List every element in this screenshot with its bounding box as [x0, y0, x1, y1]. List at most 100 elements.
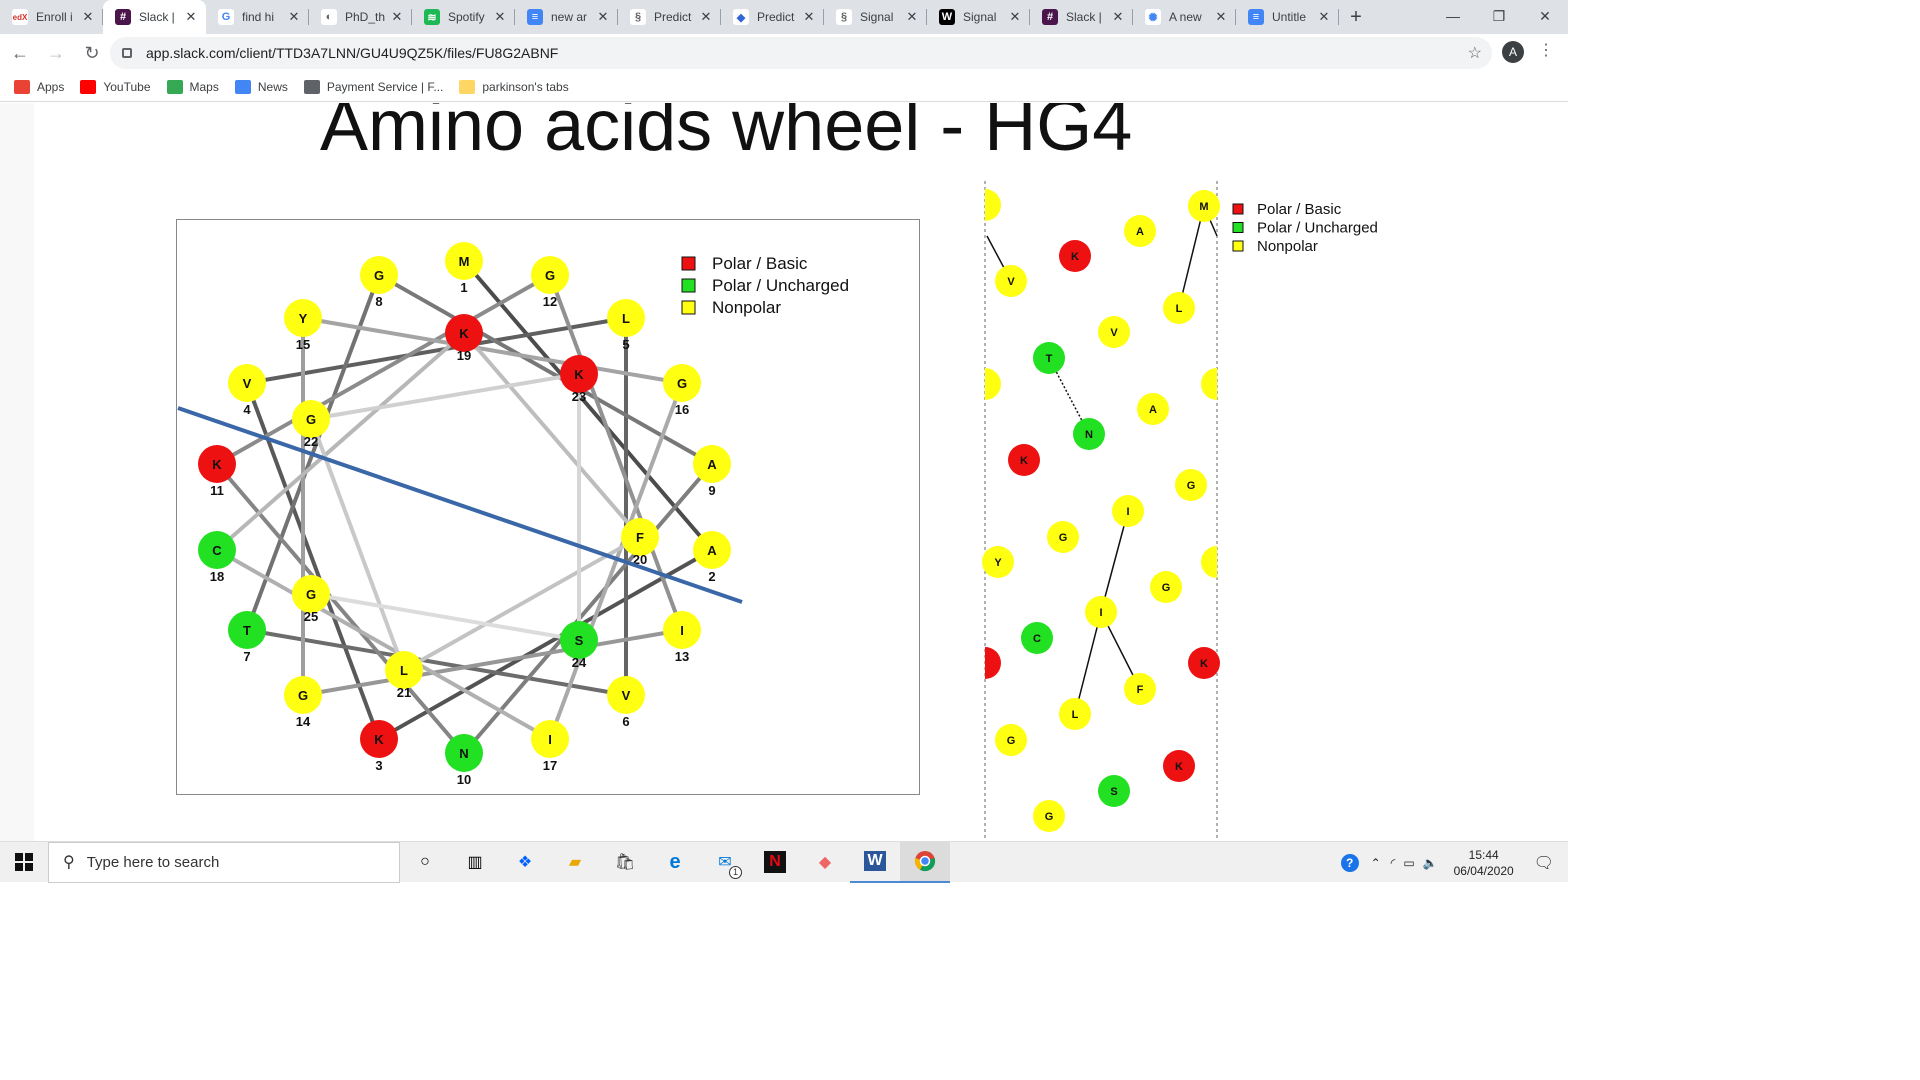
- volume-icon[interactable]: 🔈: [1422, 855, 1438, 870]
- residue-number: 16: [675, 402, 689, 417]
- taskbar-search-box[interactable]: ⚲ Type here to search: [48, 841, 400, 883]
- tab-close-icon[interactable]: ✕: [1318, 9, 1330, 24]
- reload-button[interactable]: ↻: [84, 42, 100, 63]
- browser-tab[interactable]: ≡ new ar ✕: [515, 0, 618, 34]
- network-node: [982, 546, 1014, 578]
- browser-tab[interactable]: ◐ PhD_th ✕: [309, 0, 412, 34]
- restore-button[interactable]: ❐: [1492, 7, 1506, 24]
- tab-close-icon[interactable]: ✕: [597, 9, 609, 24]
- tab-close-icon[interactable]: ✕: [700, 9, 712, 24]
- menu-icon[interactable]: ⋮: [1538, 42, 1554, 59]
- browser-tab[interactable]: W Signal ✕: [927, 0, 1030, 34]
- edge-icon[interactable]: e: [669, 850, 681, 873]
- residue-number: 18: [210, 569, 224, 584]
- colorful-app-icon[interactable]: ◆: [818, 854, 832, 871]
- profile-avatar[interactable]: A: [1502, 41, 1524, 63]
- dropbox-icon[interactable]: ❖: [517, 854, 533, 871]
- network-node-letter: N: [1085, 429, 1093, 441]
- netflix-icon[interactable]: N: [750, 842, 800, 883]
- clock[interactable]: 15:44 06/04/2020: [1454, 847, 1514, 879]
- minimize-button[interactable]: —: [1446, 8, 1460, 24]
- helix-connection-line: [403, 535, 641, 672]
- cortana-icon[interactable]: ○: [420, 853, 430, 870]
- residue-number: 24: [572, 655, 587, 670]
- network-node: [1098, 316, 1130, 348]
- windows-start-icon[interactable]: [0, 842, 48, 883]
- network-node-partial: [985, 189, 1001, 221]
- new-tab-button[interactable]: +: [1350, 5, 1362, 28]
- residue-circle: [663, 611, 701, 649]
- tab-title: Enroll i: [36, 10, 73, 24]
- network-node: [1150, 571, 1182, 603]
- tab-favicon-icon: #: [1042, 9, 1058, 25]
- residue-letter: G: [677, 376, 687, 391]
- bookmark-item[interactable]: News: [234, 79, 288, 94]
- tab-close-icon[interactable]: ✕: [391, 9, 403, 24]
- residue-letter: A: [707, 543, 717, 558]
- address-bar[interactable]: app.slack.com/client/TTD3A7LNN/GU4U9QZ5K…: [110, 37, 1492, 69]
- tab-title: PhD_th: [345, 10, 386, 24]
- residue-letter: G: [306, 412, 316, 427]
- file-explorer-icon[interactable]: ▰: [568, 854, 582, 871]
- residue-letter: I: [548, 732, 552, 747]
- browser-tab[interactable]: # Slack | ✕: [1030, 0, 1133, 34]
- clock-date: 06/04/2020: [1453, 863, 1514, 878]
- browser-tab[interactable]: § Predict ✕: [618, 0, 721, 34]
- bookmark-item[interactable]: parkinson's tabs: [459, 79, 569, 94]
- network-node-letter: I: [1099, 607, 1102, 619]
- bookmark-icon: [80, 79, 97, 94]
- tab-close-icon[interactable]: ✕: [803, 9, 815, 24]
- browser-tab[interactable]: ◆ Predict ✕: [721, 0, 824, 34]
- tab-close-icon[interactable]: ✕: [1112, 9, 1124, 24]
- tab-close-icon[interactable]: ✕: [494, 9, 506, 24]
- browser-tab[interactable]: ≋ Spotify ✕: [412, 0, 515, 34]
- tab-favicon-icon: edX: [12, 9, 28, 25]
- tab-title: Signal: [963, 10, 997, 24]
- browser-tab[interactable]: # Slack | ✕: [103, 0, 206, 34]
- tab-close-icon[interactable]: ✕: [82, 9, 94, 24]
- bookmark-label: Maps: [189, 79, 219, 94]
- residue-number: 9: [708, 483, 715, 498]
- residue-letter: F: [636, 530, 644, 545]
- tab-favicon-icon: §: [836, 9, 852, 25]
- tab-close-icon[interactable]: ✕: [1215, 9, 1227, 24]
- back-button[interactable]: ←: [11, 42, 29, 63]
- bookmark-item[interactable]: YouTube: [80, 79, 151, 94]
- residue-number: 25: [304, 609, 318, 624]
- legend-label: Polar / Basic: [712, 254, 808, 273]
- bookmark-label: YouTube: [103, 79, 151, 94]
- network-node-letter: C: [1033, 633, 1041, 645]
- chevron-up-icon[interactable]: ⌃: [1370, 855, 1381, 870]
- bookmark-item[interactable]: Apps: [14, 79, 64, 94]
- notifications-icon[interactable]: 🗨: [1533, 854, 1554, 872]
- browser-tab[interactable]: edX Enroll i ✕: [0, 0, 103, 34]
- close-window-button[interactable]: ✕: [1539, 7, 1551, 24]
- help-icon[interactable]: ?: [1340, 853, 1359, 872]
- browser-tab[interactable]: ≡ Untitle ✕: [1236, 0, 1339, 34]
- mail-icon[interactable]: ✉ 1: [700, 842, 750, 883]
- word-icon[interactable]: W: [850, 842, 900, 883]
- wifi-icon[interactable]: ◜: [1390, 855, 1396, 870]
- tab-close-icon[interactable]: ✕: [1009, 9, 1021, 24]
- chrome-icon[interactable]: [900, 841, 950, 883]
- bookmark-item[interactable]: Maps: [166, 79, 219, 94]
- network-legend-swatch: [1232, 222, 1244, 233]
- tab-close-icon[interactable]: ✕: [288, 9, 300, 24]
- battery-icon[interactable]: ▭: [1403, 855, 1415, 870]
- browser-tab[interactable]: § Signal ✕: [824, 0, 927, 34]
- tab-close-icon[interactable]: ✕: [906, 9, 918, 24]
- residue-circle: [607, 676, 645, 714]
- task-view-icon[interactable]: ▥: [467, 854, 483, 871]
- residue-letter: G: [374, 268, 384, 283]
- browser-tab[interactable]: ✺ A new ✕: [1133, 0, 1236, 34]
- star-icon[interactable]: ☆: [1467, 45, 1482, 62]
- residue-letter: K: [459, 326, 469, 341]
- store-icon[interactable]: 🛍: [614, 854, 636, 871]
- network-legend-label: Polar / Basic: [1257, 201, 1342, 218]
- bookmark-item[interactable]: Payment Service | F...: [303, 79, 443, 94]
- network-node-letter: G: [1059, 532, 1068, 544]
- tab-close-icon[interactable]: ✕: [185, 9, 197, 24]
- forward-button[interactable]: →: [47, 42, 65, 63]
